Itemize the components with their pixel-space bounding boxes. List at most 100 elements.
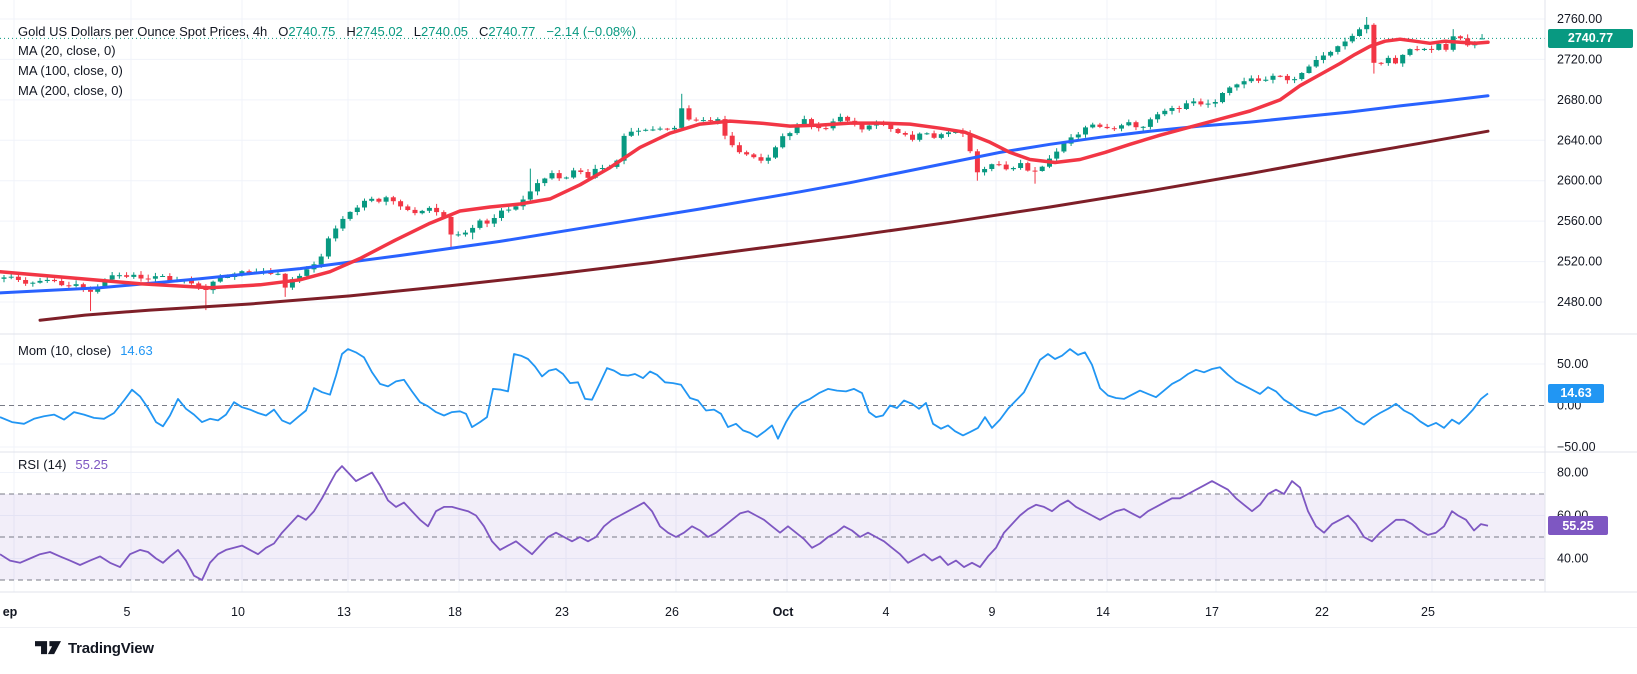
candle — [145, 278, 151, 280]
candle — [499, 210, 504, 218]
candle — [246, 271, 252, 273]
ohlc-high: H2745.02 — [346, 24, 403, 39]
candle — [1191, 101, 1197, 104]
svg-text:2640.00: 2640.00 — [1557, 133, 1602, 147]
svg-text:14: 14 — [1096, 605, 1110, 619]
candle — [1198, 101, 1204, 105]
candle — [787, 133, 793, 137]
candle — [455, 234, 461, 236]
candle — [412, 209, 418, 214]
candle — [1075, 134, 1081, 138]
candle — [225, 277, 230, 278]
symbol-title[interactable]: Gold US Dollars per Ounce Spot Prices, 4… — [18, 24, 268, 39]
candle — [152, 276, 158, 279]
candle — [888, 124, 894, 129]
candle — [196, 283, 202, 288]
price-axis[interactable]: 2760.00 2720.00 2680.00 2640.00 2600.00 2560.… — [1557, 12, 1602, 566]
candle — [1407, 49, 1413, 55]
ma20-legend[interactable]: MA (20, close, 0) — [18, 43, 116, 58]
svg-text:17: 17 — [1205, 605, 1219, 619]
candle — [1097, 124, 1103, 127]
ma200-legend[interactable]: MA (200, close, 0) — [18, 83, 123, 98]
dashed-levels — [0, 405, 1545, 581]
candle — [974, 151, 980, 173]
rsi-legend-value: 55.25 — [75, 457, 108, 472]
candle — [1083, 127, 1088, 135]
chart-canvas[interactable]: 2760.002720.002680.002640.002600.002560.… — [0, 0, 1637, 628]
momentum-line — [0, 348, 1489, 440]
candle — [167, 276, 173, 281]
candle — [304, 269, 310, 276]
candle — [275, 273, 281, 275]
candle — [982, 169, 988, 173]
ohlc-open: O2740.75 — [278, 24, 336, 39]
candle — [693, 119, 699, 121]
momentum-legend[interactable]: Mom (10, close) 14.63 — [18, 343, 153, 358]
candle — [643, 129, 649, 131]
candle — [376, 198, 382, 202]
candle — [325, 238, 331, 257]
candle — [736, 145, 742, 153]
tradingview-logo[interactable]: TradingView — [35, 640, 154, 657]
candle — [109, 275, 115, 280]
candle — [773, 147, 778, 158]
candle — [1032, 170, 1038, 172]
candle — [1140, 126, 1146, 128]
candle — [917, 133, 923, 140]
candle — [578, 170, 584, 172]
rsi-line — [0, 465, 1489, 581]
candle — [491, 218, 497, 224]
svg-text:2680.00: 2680.00 — [1557, 93, 1602, 107]
candle — [700, 120, 706, 122]
svg-text:10: 10 — [231, 605, 245, 619]
candle — [131, 274, 137, 277]
rsi-band — [0, 494, 1545, 580]
candle — [650, 129, 656, 131]
candle — [1270, 75, 1276, 80]
candles-layer[interactable] — [1, 17, 1485, 312]
candle — [462, 232, 468, 235]
time-axis[interactable]: ep 5 10 13 18 23 26 Oct 4 9 14 17 22 25 — [3, 605, 1435, 619]
candle — [347, 211, 353, 219]
candle — [354, 207, 360, 212]
rsi-legend[interactable]: RSI (14) 55.25 — [18, 457, 108, 472]
candle — [744, 152, 750, 155]
candle — [59, 281, 65, 286]
candle — [664, 128, 670, 130]
candle — [1, 277, 7, 279]
candle — [902, 133, 908, 135]
svg-text:40.00: 40.00 — [1557, 552, 1588, 566]
candle — [1234, 84, 1240, 88]
candle — [801, 119, 807, 125]
candle — [571, 170, 577, 178]
candle — [1414, 49, 1420, 51]
candle — [448, 216, 454, 235]
candle — [441, 212, 447, 217]
candle — [80, 284, 86, 290]
candle — [1385, 57, 1391, 64]
candle — [477, 220, 483, 228]
candle — [1212, 102, 1218, 104]
svg-text:25: 25 — [1421, 605, 1435, 619]
candle — [1429, 48, 1435, 50]
candle — [37, 280, 43, 283]
ma100-legend[interactable]: MA (100, close, 0) — [18, 63, 123, 78]
candle — [1018, 163, 1024, 168]
candle — [1256, 78, 1261, 81]
svg-text:2480.00: 2480.00 — [1557, 295, 1602, 309]
candle — [708, 120, 714, 122]
candle — [592, 168, 598, 178]
candle — [362, 200, 367, 208]
candle — [715, 119, 721, 121]
ohlc-change: −2.14 (−0.08%) — [546, 24, 637, 39]
svg-text:ep: ep — [3, 605, 18, 619]
candle — [405, 206, 411, 210]
svg-text:−50.00: −50.00 — [1557, 440, 1596, 454]
candle — [398, 201, 404, 207]
candle — [1328, 51, 1334, 56]
candle — [1039, 166, 1045, 171]
svg-text:2520.00: 2520.00 — [1557, 255, 1602, 269]
candle — [333, 228, 339, 239]
candle — [1119, 125, 1124, 129]
candle — [535, 183, 540, 192]
